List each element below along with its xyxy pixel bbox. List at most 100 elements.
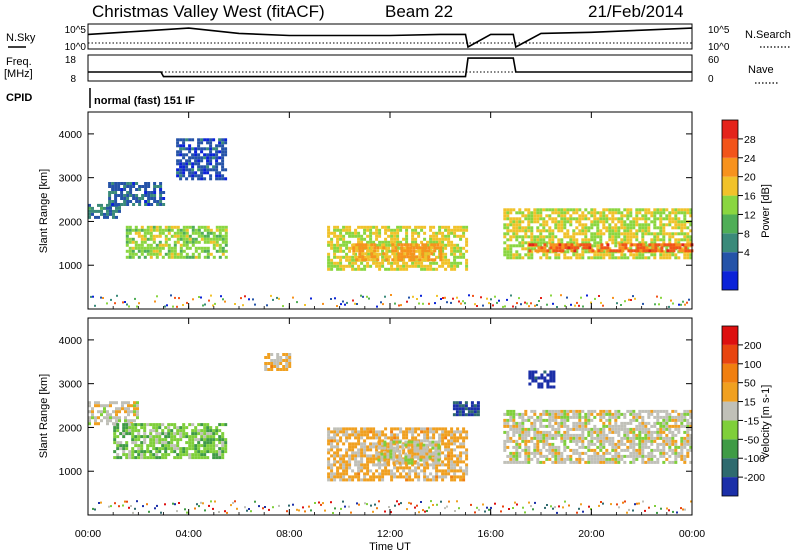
data-cell [167,429,171,433]
data-cell [515,250,519,254]
data-cell [167,252,171,256]
data-cell [467,410,471,414]
data-cell [539,412,543,416]
data-cell [548,229,552,233]
data-cell [113,456,117,460]
data-cell [680,451,684,455]
data-cell [146,503,148,506]
data-cell [417,466,421,470]
data-cell [456,246,460,250]
data-cell [339,436,343,440]
data-cell [179,150,183,154]
data-cell [122,504,124,507]
data-cell [402,448,406,452]
data-cell [450,460,454,464]
data-cell [530,226,534,230]
data-cell [587,421,591,425]
data-cell [438,463,442,467]
data-cell [188,225,192,229]
data-cell [680,418,684,422]
data-cell [394,504,396,507]
data-cell [432,261,436,265]
data-cell [438,237,442,241]
data-cell [97,401,100,405]
data-cell [170,225,174,229]
data-cell [641,217,645,221]
data-cell [114,200,118,203]
data-cell [131,435,135,439]
data-cell [149,441,153,445]
data-cell [423,237,427,241]
data-cell [414,427,418,431]
data-cell [336,472,340,476]
data-cell [437,446,441,450]
data-cell [686,433,690,437]
data-cell [366,243,370,247]
data-cell [240,297,242,300]
colorbar-tick-label: 16 [744,191,756,203]
data-cell [465,457,469,461]
data-cell [400,255,404,259]
data-cell [539,208,543,212]
colorbar-tick-label: 8 [744,228,750,240]
data-cell [444,454,448,458]
data-cell [218,438,222,442]
data-cell [578,451,582,455]
data-cell [246,509,248,512]
data-cell [416,452,420,456]
data-cell [186,301,188,304]
data-cell [608,415,612,419]
data-cell [405,225,409,229]
data-cell [633,243,637,247]
data-cell [674,217,678,221]
data-cell [636,243,640,247]
data-cell [608,424,612,428]
data-cell [215,426,219,430]
data-cell [548,232,552,236]
data-cell [448,500,450,503]
data-cell [400,304,402,307]
data-cell [218,171,222,175]
data-cell [644,217,648,221]
data-cell [686,301,688,304]
data-cell [465,448,469,452]
data-cell [462,442,466,446]
data-cell [167,444,171,448]
data-cell [203,255,207,259]
data-cell [626,214,630,218]
data-cell [452,413,456,417]
data-cell [668,439,672,443]
data-cell [609,249,613,253]
data-cell [450,463,454,467]
data-cell [397,243,401,247]
data-cell [444,472,448,476]
data-cell [632,415,636,419]
data-cell [512,409,516,413]
data-cell [137,246,141,250]
data-cell [144,188,148,191]
data-cell [585,243,589,247]
data-cell [146,435,150,439]
data-cell [611,226,615,230]
data-cell [552,376,556,380]
data-cell [563,223,567,227]
data-cell [327,442,331,446]
data-cell [221,174,225,178]
data-cell [399,240,403,244]
data-cell [476,305,478,307]
data-cell [644,229,648,233]
data-cell [659,421,663,425]
data-cell [653,430,657,434]
data-cell [672,510,674,513]
data-cell [405,234,409,238]
data-cell [629,412,633,416]
data-cell [385,255,389,259]
data-cell [608,451,612,455]
data-cell [203,237,207,241]
data-cell [456,469,460,473]
data-cell [209,432,213,436]
data-cell [420,463,424,467]
data-cell [494,502,496,505]
data-cell [689,235,693,239]
data-cell [161,456,165,460]
